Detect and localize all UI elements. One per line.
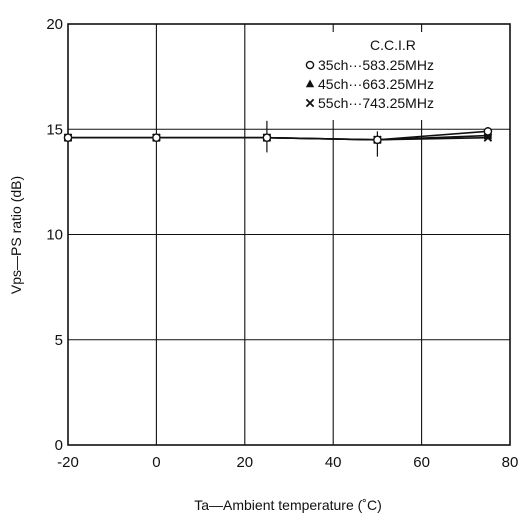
x-tick-label: 80 — [502, 454, 519, 471]
y-tick-label: 0 — [55, 437, 63, 454]
x-axis-label: Ta—Ambient temperature (˚C) — [194, 497, 382, 513]
plot-frame — [67, 23, 511, 446]
data-point — [63, 133, 73, 142]
legend-items: 35ch···583.25MHz 45ch···663.25MHz 55ch···7… — [305, 57, 434, 111]
legend-marker-triangle — [305, 79, 315, 88]
legend: C.C.I.R 35ch···583.25MHz 45ch···663.25MHz… — [296, 32, 488, 120]
legend-entry: 45ch···663.25MHz — [318, 76, 434, 92]
legend-background — [296, 32, 488, 120]
y-tick-label: 5 — [55, 332, 63, 349]
x-tick-label: 20 — [236, 454, 253, 471]
series-markers — [63, 127, 493, 145]
data-point — [152, 133, 161, 142]
legend-title: C.C.I.R — [370, 37, 416, 53]
x-tick-label: 0 — [152, 454, 160, 471]
y-axis-label: Vps—PS ratio (dB) — [8, 176, 24, 294]
data-point — [262, 133, 272, 142]
x-tick-label: -20 — [57, 454, 79, 471]
y-tick-label: 20 — [46, 16, 63, 33]
legend-marker-cross — [305, 98, 315, 108]
y-tick-labels: 0 5 10 15 20 — [46, 16, 63, 454]
x-tick-label: 40 — [325, 454, 342, 471]
data-point — [483, 127, 493, 136]
y-tick-label: 10 — [46, 227, 63, 244]
legend-entry: 55ch···743.25MHz — [318, 95, 434, 111]
data-point — [373, 135, 382, 145]
y-tick-label: 15 — [46, 121, 63, 138]
legend-entry: 35ch···583.25MHz — [318, 57, 434, 73]
x-tick-label: 60 — [413, 454, 430, 471]
legend-marker-circle — [305, 60, 315, 70]
x-tick-labels: -20 0 20 40 60 80 — [57, 454, 518, 471]
